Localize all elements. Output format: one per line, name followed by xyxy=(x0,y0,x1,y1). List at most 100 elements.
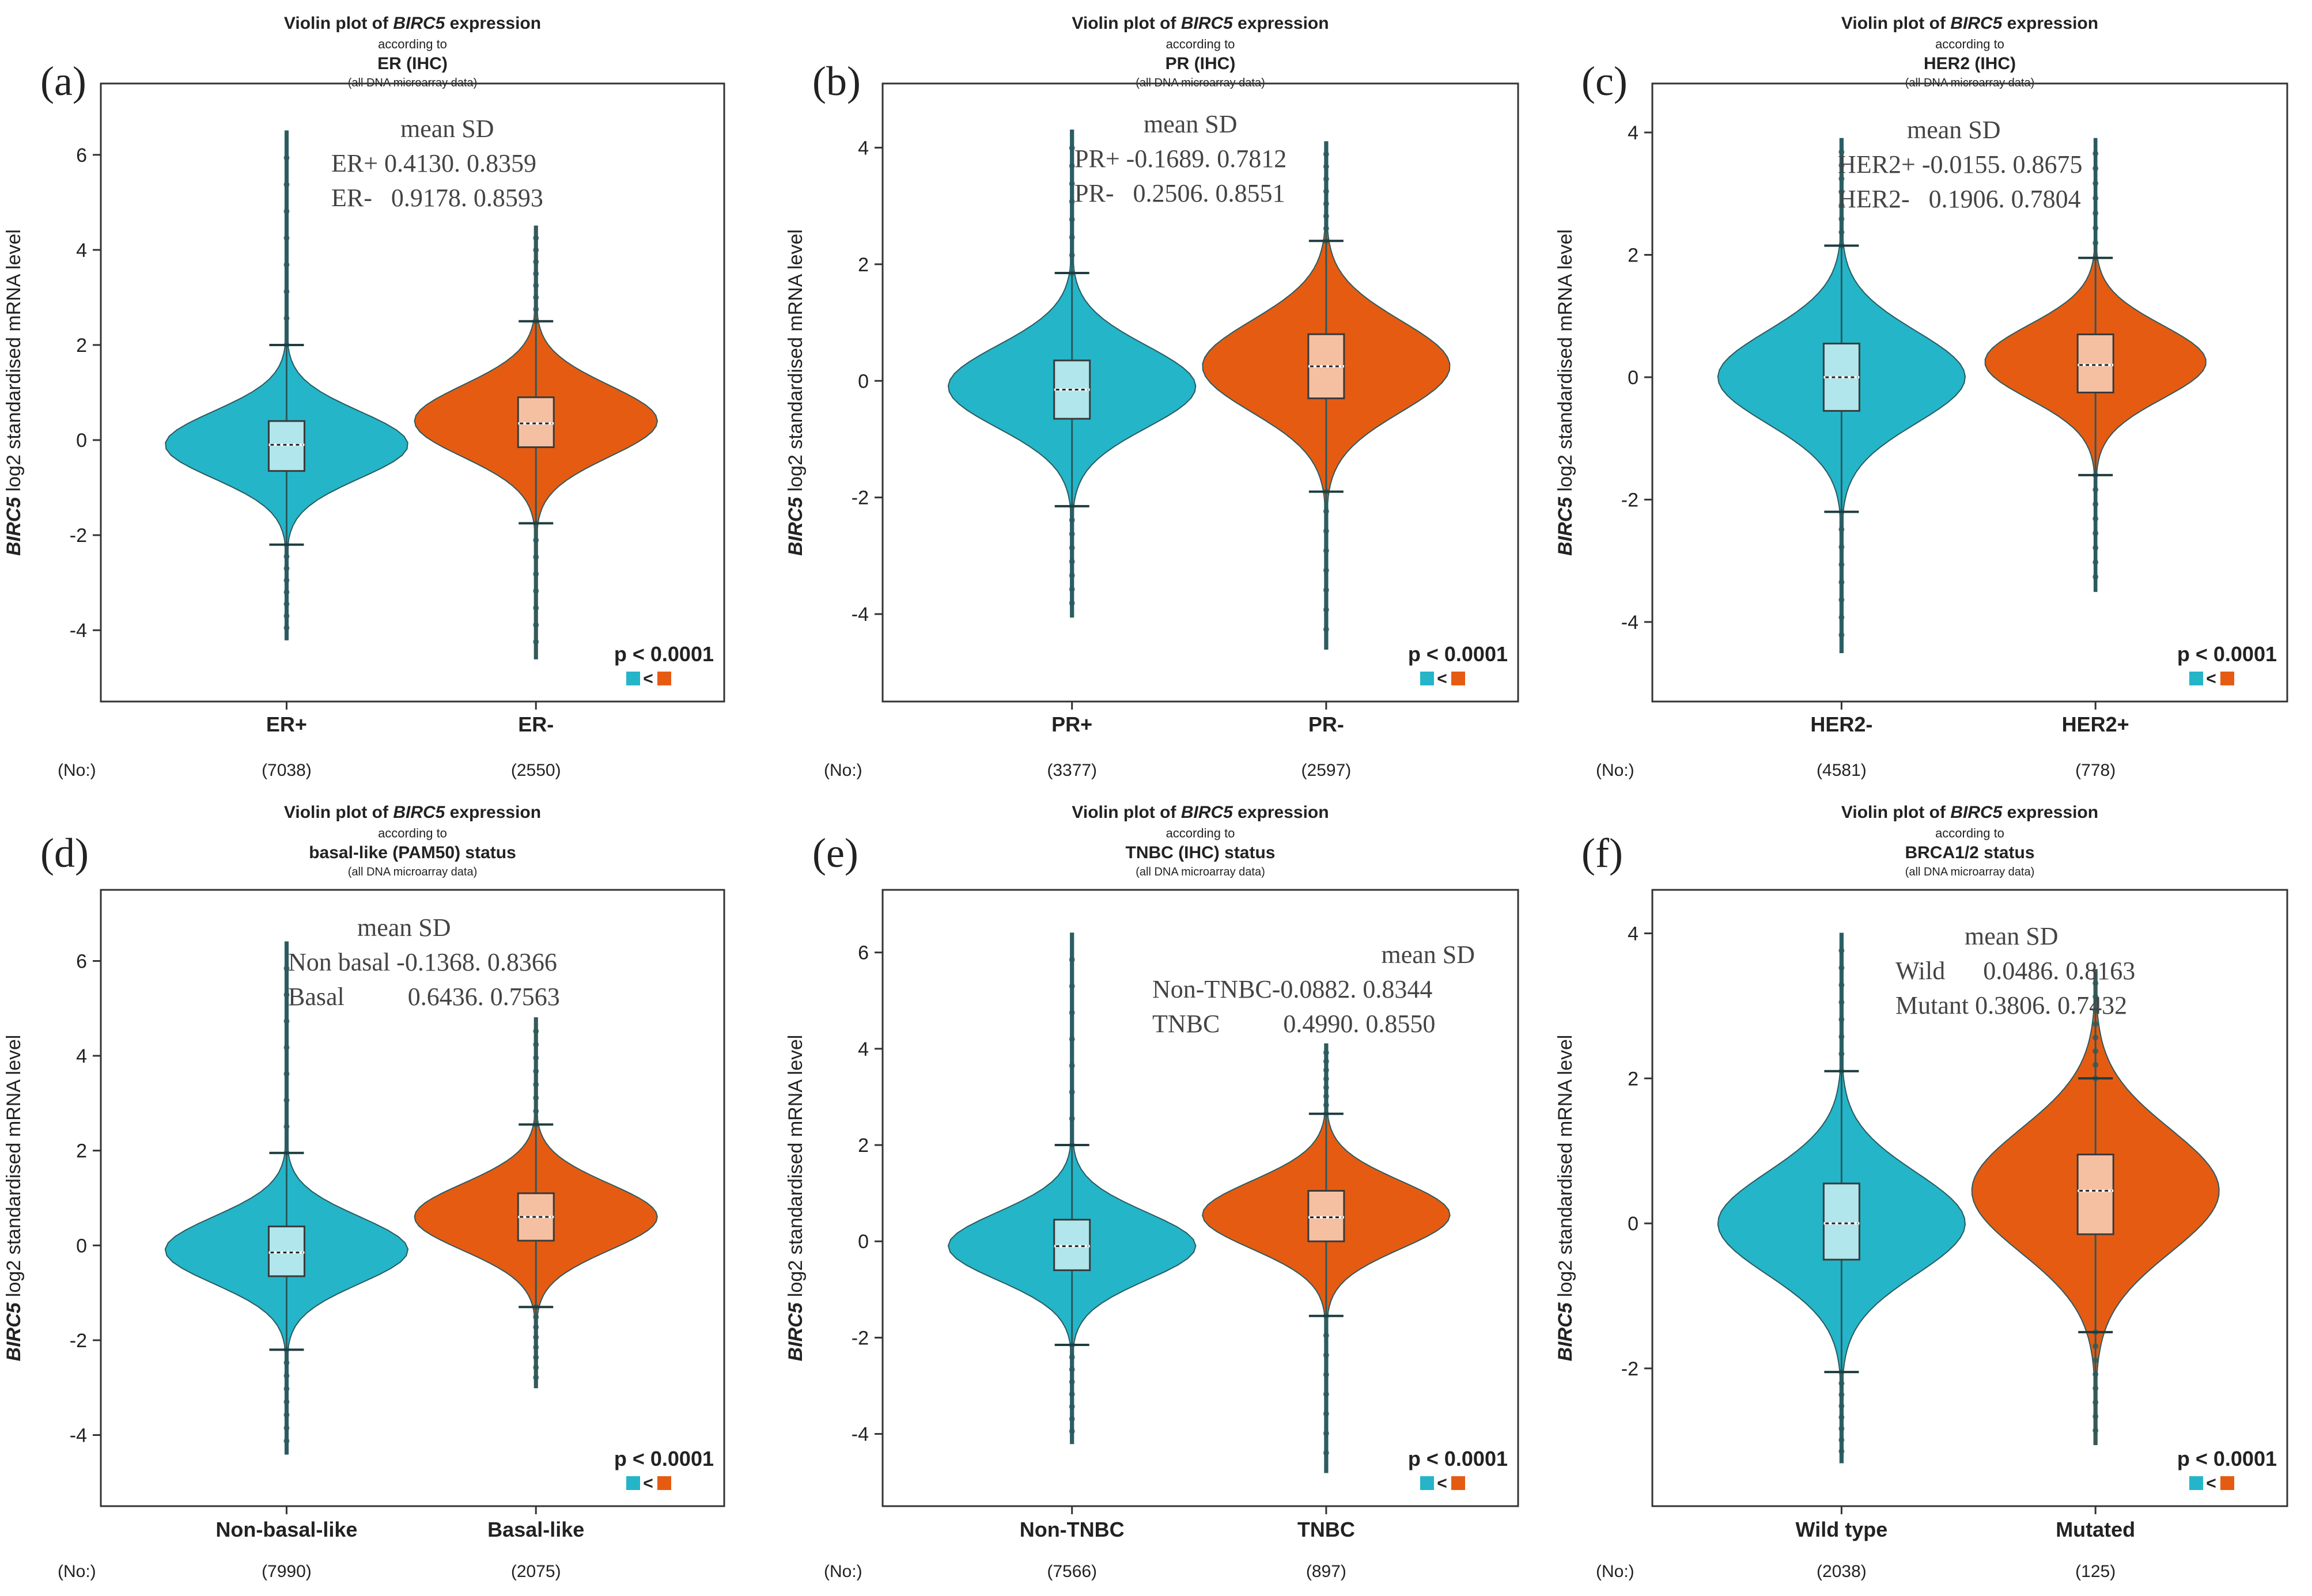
outlier-point xyxy=(1838,189,1845,195)
outlier-point xyxy=(2092,210,2099,217)
outlier-point xyxy=(533,247,539,253)
stats-row: PR+ -0.1689. 0.7812 xyxy=(1074,145,1286,173)
plot-frame xyxy=(100,889,725,1507)
panel-letter: (b) xyxy=(812,58,861,104)
y-axis-label-gene: BIRC5 xyxy=(3,496,25,556)
title-gene: BIRC5 xyxy=(1181,803,1233,822)
group-n-label: (778) xyxy=(2075,761,2116,780)
outlier-point xyxy=(533,306,539,313)
panel-e: (e) Violin plot of BIRC5 expression accord… xyxy=(785,803,1519,1581)
y-tick-label: 0 xyxy=(76,1235,87,1257)
stats-header: mean SD xyxy=(400,115,494,143)
outlier-point xyxy=(283,1360,290,1366)
outlier-point xyxy=(1323,567,1329,574)
title-prefix: Violin plot of xyxy=(284,803,393,822)
legend-swatch-group1 xyxy=(626,1476,640,1490)
outlier-point xyxy=(2092,530,2099,536)
p-value: p < 0.0001 xyxy=(614,642,714,666)
panel-d: (d) Violin plot of BIRC5 expression accord… xyxy=(3,803,725,1581)
x-category-label: Non-basal-like xyxy=(215,1518,357,1541)
outlier-point xyxy=(283,181,290,188)
outlier-point xyxy=(283,965,290,972)
outlier-point xyxy=(283,1071,290,1077)
stats-row: HER2+ -0.0155. 0.8675 xyxy=(1838,150,2082,179)
legend-swatch-group2 xyxy=(657,1476,671,1490)
panel-letter: (a) xyxy=(40,58,86,104)
y-tick-label: 0 xyxy=(1628,1213,1639,1235)
chart-title: Violin plot of BIRC5 expression xyxy=(1841,14,2098,33)
group-0: HER2- (4581) xyxy=(1717,138,1966,780)
plot-frame xyxy=(881,889,1519,1507)
iqr-box xyxy=(267,1225,305,1277)
outlier-point xyxy=(1838,1380,1845,1386)
chart-title: Violin plot of BIRC5 expression xyxy=(284,14,541,33)
y-tick-label: -2 xyxy=(70,1330,87,1352)
y-tick-label: 2 xyxy=(858,1135,869,1157)
panel-letter: (c) xyxy=(1581,58,1628,104)
outlier-point xyxy=(2092,1371,2099,1378)
outlier-point xyxy=(533,1364,539,1371)
outlier-point xyxy=(1323,1085,1329,1091)
chart-title: Violin plot of BIRC5 expression xyxy=(1072,14,1329,33)
title-dataset: (all DNA microarray data) xyxy=(1905,866,2035,878)
stats-row: ER+ 0.4130. 0.8359 xyxy=(331,149,536,177)
outlier-point xyxy=(2092,195,2099,202)
outlier-point xyxy=(533,1344,539,1351)
y-tick-label: -4 xyxy=(70,1425,87,1447)
x-category-label: PR- xyxy=(1308,712,1344,736)
panel-f: (f) Violin plot of BIRC5 expression accord… xyxy=(1554,803,2288,1581)
outlier-point xyxy=(1838,562,1845,568)
outlier-point xyxy=(283,261,290,268)
y-tick-label: -2 xyxy=(70,525,87,547)
y-tick-label: 4 xyxy=(76,1045,87,1067)
y-tick-label: 0 xyxy=(858,1231,869,1253)
outlier-point xyxy=(1069,1428,1075,1434)
y-tick-label: -4 xyxy=(852,604,869,625)
outlier-point xyxy=(1069,530,1075,537)
outlier-point xyxy=(533,1374,539,1381)
title-prefix: Violin plot of xyxy=(1072,803,1180,822)
y-tick-label: 2 xyxy=(1628,244,1639,266)
outlier-point xyxy=(2092,1048,2099,1055)
outlier-point xyxy=(533,1068,539,1074)
title-variable: ER (IHC) xyxy=(377,54,448,73)
outlier-point xyxy=(283,625,290,631)
y-tick-label: 4 xyxy=(858,1038,869,1060)
y-tick-label: 0 xyxy=(1628,367,1639,389)
group-n-label: (2075) xyxy=(511,1562,561,1581)
stats-header: mean SD xyxy=(1144,110,1238,138)
title-suffix: expression xyxy=(1233,14,1329,33)
outlier-point xyxy=(1069,1354,1075,1360)
stats-header: mean SD xyxy=(1965,922,2059,950)
outlier-point xyxy=(1323,1067,1329,1073)
outlier-point xyxy=(1838,526,1845,533)
group-0: Non-TNBC (7566) xyxy=(947,932,1197,1581)
group-1: Basal-like (2075) xyxy=(414,1017,658,1581)
outlier-point xyxy=(533,1334,539,1340)
outlier-point xyxy=(1323,1352,1329,1358)
outlier-point xyxy=(1838,1051,1845,1057)
outlier-point xyxy=(1069,600,1075,606)
stats-annotation: mean SD Non basal -0.1368. 0.8366 Basal 0.… xyxy=(288,913,560,1011)
outlier-point xyxy=(1838,1426,1845,1432)
y-tick-label: 6 xyxy=(76,950,87,972)
group-0: Non-basal-like (7990) xyxy=(164,941,409,1581)
outlier-point xyxy=(283,154,290,161)
outlier-point xyxy=(283,1373,290,1379)
legend-swatch-group2 xyxy=(2220,672,2234,685)
outlier-point xyxy=(1323,1102,1329,1108)
panel-b: (b) Violin plot of BIRC5 expression accord… xyxy=(785,14,1519,780)
outlier-point xyxy=(1323,1450,1329,1456)
y-tick-label: 6 xyxy=(858,942,869,964)
outlier-point xyxy=(1838,999,1845,1006)
outlier-point xyxy=(1838,982,1845,988)
legend-swatch-group1 xyxy=(1420,672,1434,685)
y-axis-label-text: log2 standardised mRNA level xyxy=(3,229,25,497)
y-axis-label: BIRC5 log2 standardised mRNA level xyxy=(3,229,25,556)
outlier-point xyxy=(1838,1448,1845,1454)
outlier-point xyxy=(2092,515,2099,522)
x-category-label: PR+ xyxy=(1051,712,1092,736)
title-variable: TNBC (IHC) status xyxy=(1126,843,1276,862)
stats-row: TNBC 0.4990. 0.8550 xyxy=(1152,1010,1435,1038)
stats-annotation: mean SD ER+ 0.4130. 0.8359 ER- 0.9178. 0.8… xyxy=(331,115,543,212)
